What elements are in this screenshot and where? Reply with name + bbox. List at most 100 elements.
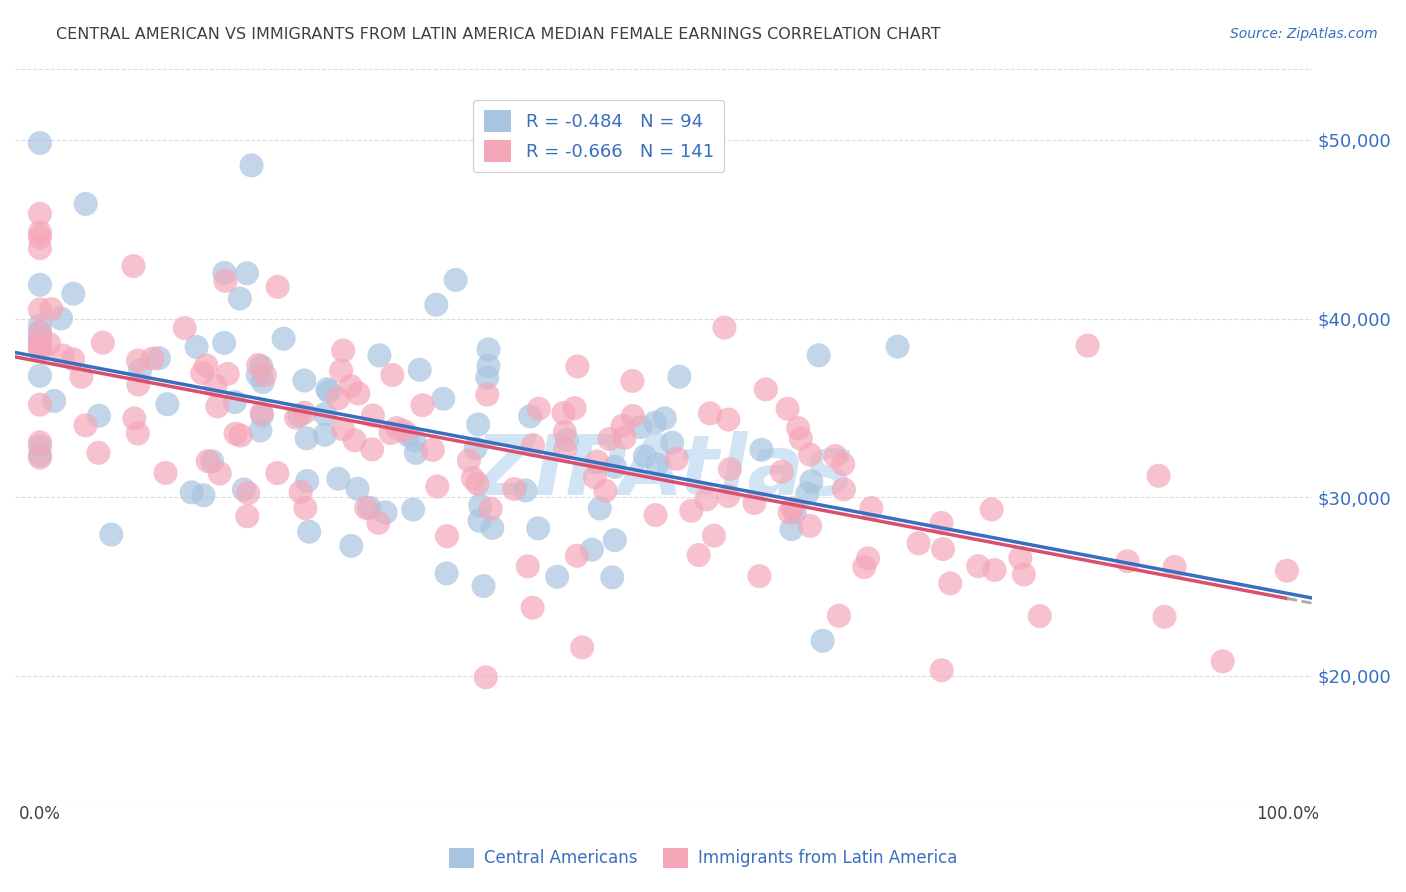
Point: [477, 359, 499, 373]
Point: [603, 533, 626, 548]
Point: [1153, 609, 1175, 624]
Point: [983, 563, 1005, 577]
Point: [204, 378, 226, 392]
Point: [408, 363, 430, 377]
Point: [1212, 654, 1234, 668]
Point: [87, 446, 110, 460]
Point: [295, 431, 318, 445]
Point: [522, 438, 544, 452]
Point: [236, 509, 259, 524]
Point: [326, 392, 349, 406]
Point: [70, 369, 93, 384]
Point: [91, 335, 114, 350]
Point: [52, 348, 75, 362]
Point: [201, 454, 224, 468]
Point: [129, 363, 152, 377]
Point: [246, 368, 269, 383]
Point: [553, 406, 575, 420]
Point: [1275, 564, 1298, 578]
Point: [361, 442, 384, 457]
Point: [468, 514, 491, 528]
Point: [404, 433, 426, 447]
Point: [28, 277, 51, 292]
Point: [191, 366, 214, 380]
Point: [481, 521, 503, 535]
Point: [717, 489, 740, 503]
Point: [589, 501, 612, 516]
Point: [1012, 567, 1035, 582]
Point: [195, 359, 218, 373]
Point: [225, 426, 247, 441]
Text: ZIPAtlas: ZIPAtlas: [474, 431, 853, 512]
Point: [402, 502, 425, 516]
Point: [380, 425, 402, 440]
Point: [713, 320, 735, 334]
Point: [980, 502, 1002, 516]
Point: [967, 559, 990, 574]
Point: [127, 353, 149, 368]
Point: [28, 241, 51, 255]
Point: [155, 466, 177, 480]
Point: [405, 446, 427, 460]
Point: [527, 401, 550, 416]
Point: [28, 338, 51, 352]
Point: [214, 266, 236, 280]
Point: [477, 370, 499, 384]
Point: [314, 407, 336, 421]
Point: [75, 197, 97, 211]
Point: [193, 488, 215, 502]
Point: [28, 326, 51, 340]
Point: [612, 418, 634, 433]
Point: [461, 471, 484, 485]
Point: [28, 302, 51, 317]
Point: [654, 411, 676, 425]
Point: [295, 474, 318, 488]
Point: [436, 566, 458, 581]
Point: [368, 348, 391, 362]
Point: [285, 410, 308, 425]
Point: [347, 386, 370, 401]
Point: [180, 485, 202, 500]
Point: [381, 368, 404, 382]
Point: [328, 472, 350, 486]
Point: [148, 351, 170, 366]
Point: [236, 266, 259, 280]
Point: [828, 608, 851, 623]
Text: Source: ZipAtlas.com: Source: ZipAtlas.com: [1230, 27, 1378, 41]
Point: [173, 321, 195, 335]
Point: [799, 448, 821, 462]
Point: [266, 280, 288, 294]
Legend: Central Americans, Immigrants from Latin America: Central Americans, Immigrants from Latin…: [443, 841, 963, 875]
Point: [127, 377, 149, 392]
Point: [100, 527, 122, 541]
Point: [932, 542, 955, 557]
Point: [229, 292, 252, 306]
Point: [250, 408, 273, 422]
Point: [519, 409, 541, 424]
Point: [186, 340, 208, 354]
Point: [247, 358, 270, 372]
Point: [811, 633, 834, 648]
Point: [41, 302, 63, 317]
Point: [832, 483, 855, 497]
Point: [250, 359, 273, 374]
Point: [217, 367, 239, 381]
Point: [665, 451, 688, 466]
Point: [28, 448, 51, 462]
Point: [396, 428, 419, 442]
Point: [796, 486, 818, 500]
Point: [621, 409, 644, 423]
Point: [252, 375, 274, 389]
Point: [253, 368, 276, 382]
Point: [475, 670, 498, 684]
Point: [28, 435, 51, 450]
Point: [699, 406, 721, 420]
Point: [207, 400, 229, 414]
Point: [367, 516, 389, 530]
Point: [28, 230, 51, 244]
Point: [422, 442, 444, 457]
Point: [856, 551, 879, 566]
Point: [696, 492, 718, 507]
Point: [661, 435, 683, 450]
Point: [595, 483, 617, 498]
